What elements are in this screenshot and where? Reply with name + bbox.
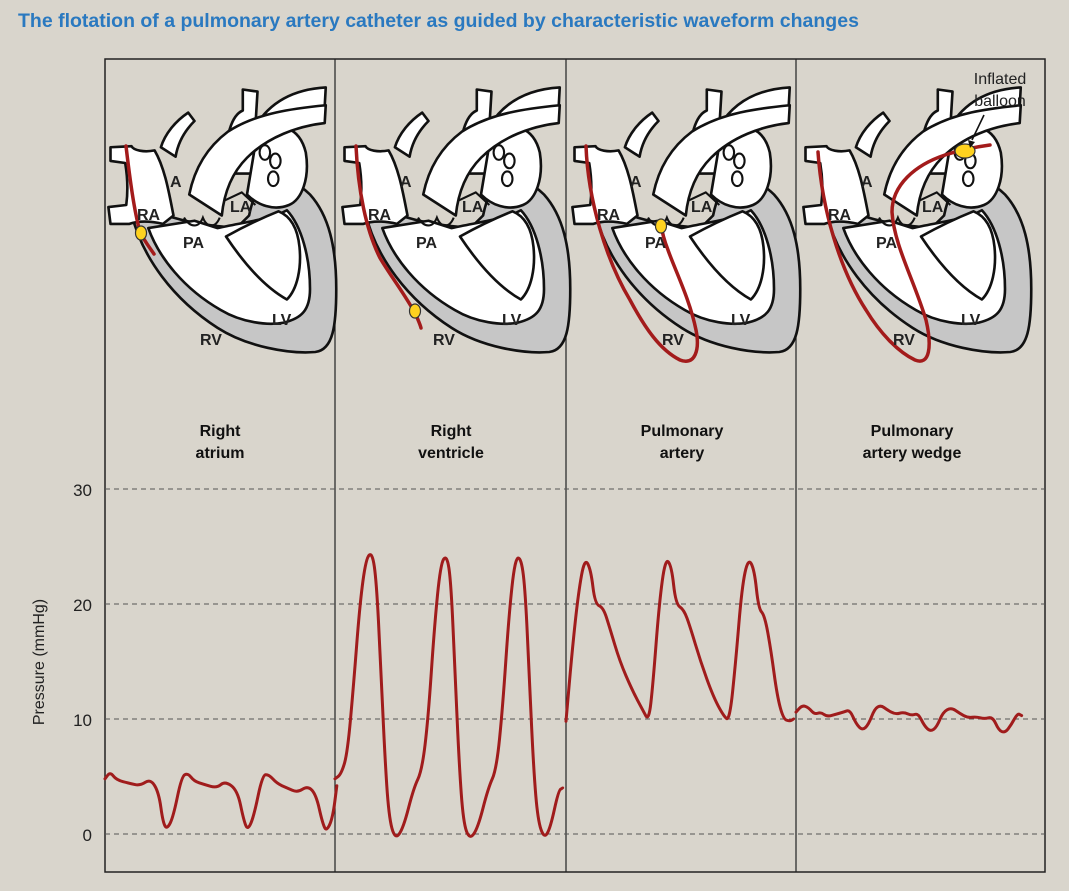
panel-title-line2: atrium <box>196 445 245 462</box>
catheter-balloon <box>134 225 148 241</box>
label-pa: PA <box>183 235 204 252</box>
panel-title-line1: Pulmonary <box>641 423 724 440</box>
y-tick-label: 0 <box>83 826 92 845</box>
label-lv: LV <box>731 312 751 329</box>
label-pa: PA <box>876 235 897 252</box>
catheter-balloon <box>408 303 422 319</box>
heart-diagram-pulmonary-artery-wedge: Inflated balloon <box>802 71 1033 363</box>
label-lv: LV <box>272 312 292 329</box>
inflated-balloon <box>954 143 976 159</box>
label-lv: LV <box>961 312 981 329</box>
catheter <box>354 144 423 330</box>
heart-diagram-right-atrium <box>107 86 338 354</box>
label-rv: RV <box>893 332 915 349</box>
label-ra: RA <box>368 207 392 224</box>
label-ra: RA <box>597 207 621 224</box>
panel-title-line1: Right <box>200 423 242 440</box>
panel-title-line1: Pulmonary <box>871 423 954 440</box>
y-tick-label: 10 <box>73 711 92 730</box>
annotation-line2: balloon <box>974 93 1026 110</box>
label-pa: PA <box>416 235 437 252</box>
label-a: A <box>170 174 182 191</box>
annotation-arrow <box>971 114 985 141</box>
catheter <box>816 143 992 363</box>
heart-diagram-pulmonary-artery <box>571 86 802 363</box>
panel-title-line2: artery wedge <box>863 445 962 462</box>
label-a: A <box>400 174 412 191</box>
label-pa: PA <box>645 235 666 252</box>
y-tick-label: 30 <box>73 481 92 500</box>
pressure-waveform-series-4 <box>794 704 1024 734</box>
label-ra: RA <box>137 207 161 224</box>
y-axis-label: Pressure (mmHg) <box>31 599 48 725</box>
label-la: LA <box>462 199 484 216</box>
label-a: A <box>630 174 642 191</box>
arrow-head <box>968 140 975 148</box>
label-rv: RV <box>433 332 455 349</box>
panel-title-line2: ventricle <box>418 445 484 462</box>
pressure-waveform-series-2 <box>333 553 565 838</box>
panel-frame <box>104 58 1046 873</box>
label-rv: RV <box>662 332 684 349</box>
heart-diagram-right-ventricle <box>341 86 572 354</box>
label-ra: RA <box>828 207 852 224</box>
label-a: A <box>861 174 873 191</box>
label-rv: RV <box>200 332 222 349</box>
y-axis: 0 10 20 30 Pressure (mmHg) <box>31 481 92 845</box>
waveforms <box>103 553 1024 838</box>
pressure-waveform-series-3 <box>564 559 796 723</box>
figure-title: The flotation of a pulmonary artery cath… <box>18 10 859 32</box>
panel-title-line2: artery <box>660 445 705 462</box>
heart-labels: RA A LA PA RV LV RA A LA PA RV LV RA A L… <box>137 174 981 349</box>
annotation-line1: Inflated <box>974 71 1026 88</box>
catheter <box>584 144 700 363</box>
catheter-balloon <box>654 218 668 234</box>
label-la: LA <box>922 199 944 216</box>
panel-title-line1: Right <box>431 423 473 440</box>
label-la: LA <box>230 199 252 216</box>
gridlines <box>105 488 1045 835</box>
pressure-waveform-series-1 <box>103 772 339 831</box>
y-tick-label: 20 <box>73 596 92 615</box>
label-lv: LV <box>502 312 522 329</box>
panel-titles: Right atrium Right ventricle Pulmonary a… <box>196 423 962 462</box>
label-la: LA <box>691 199 713 216</box>
